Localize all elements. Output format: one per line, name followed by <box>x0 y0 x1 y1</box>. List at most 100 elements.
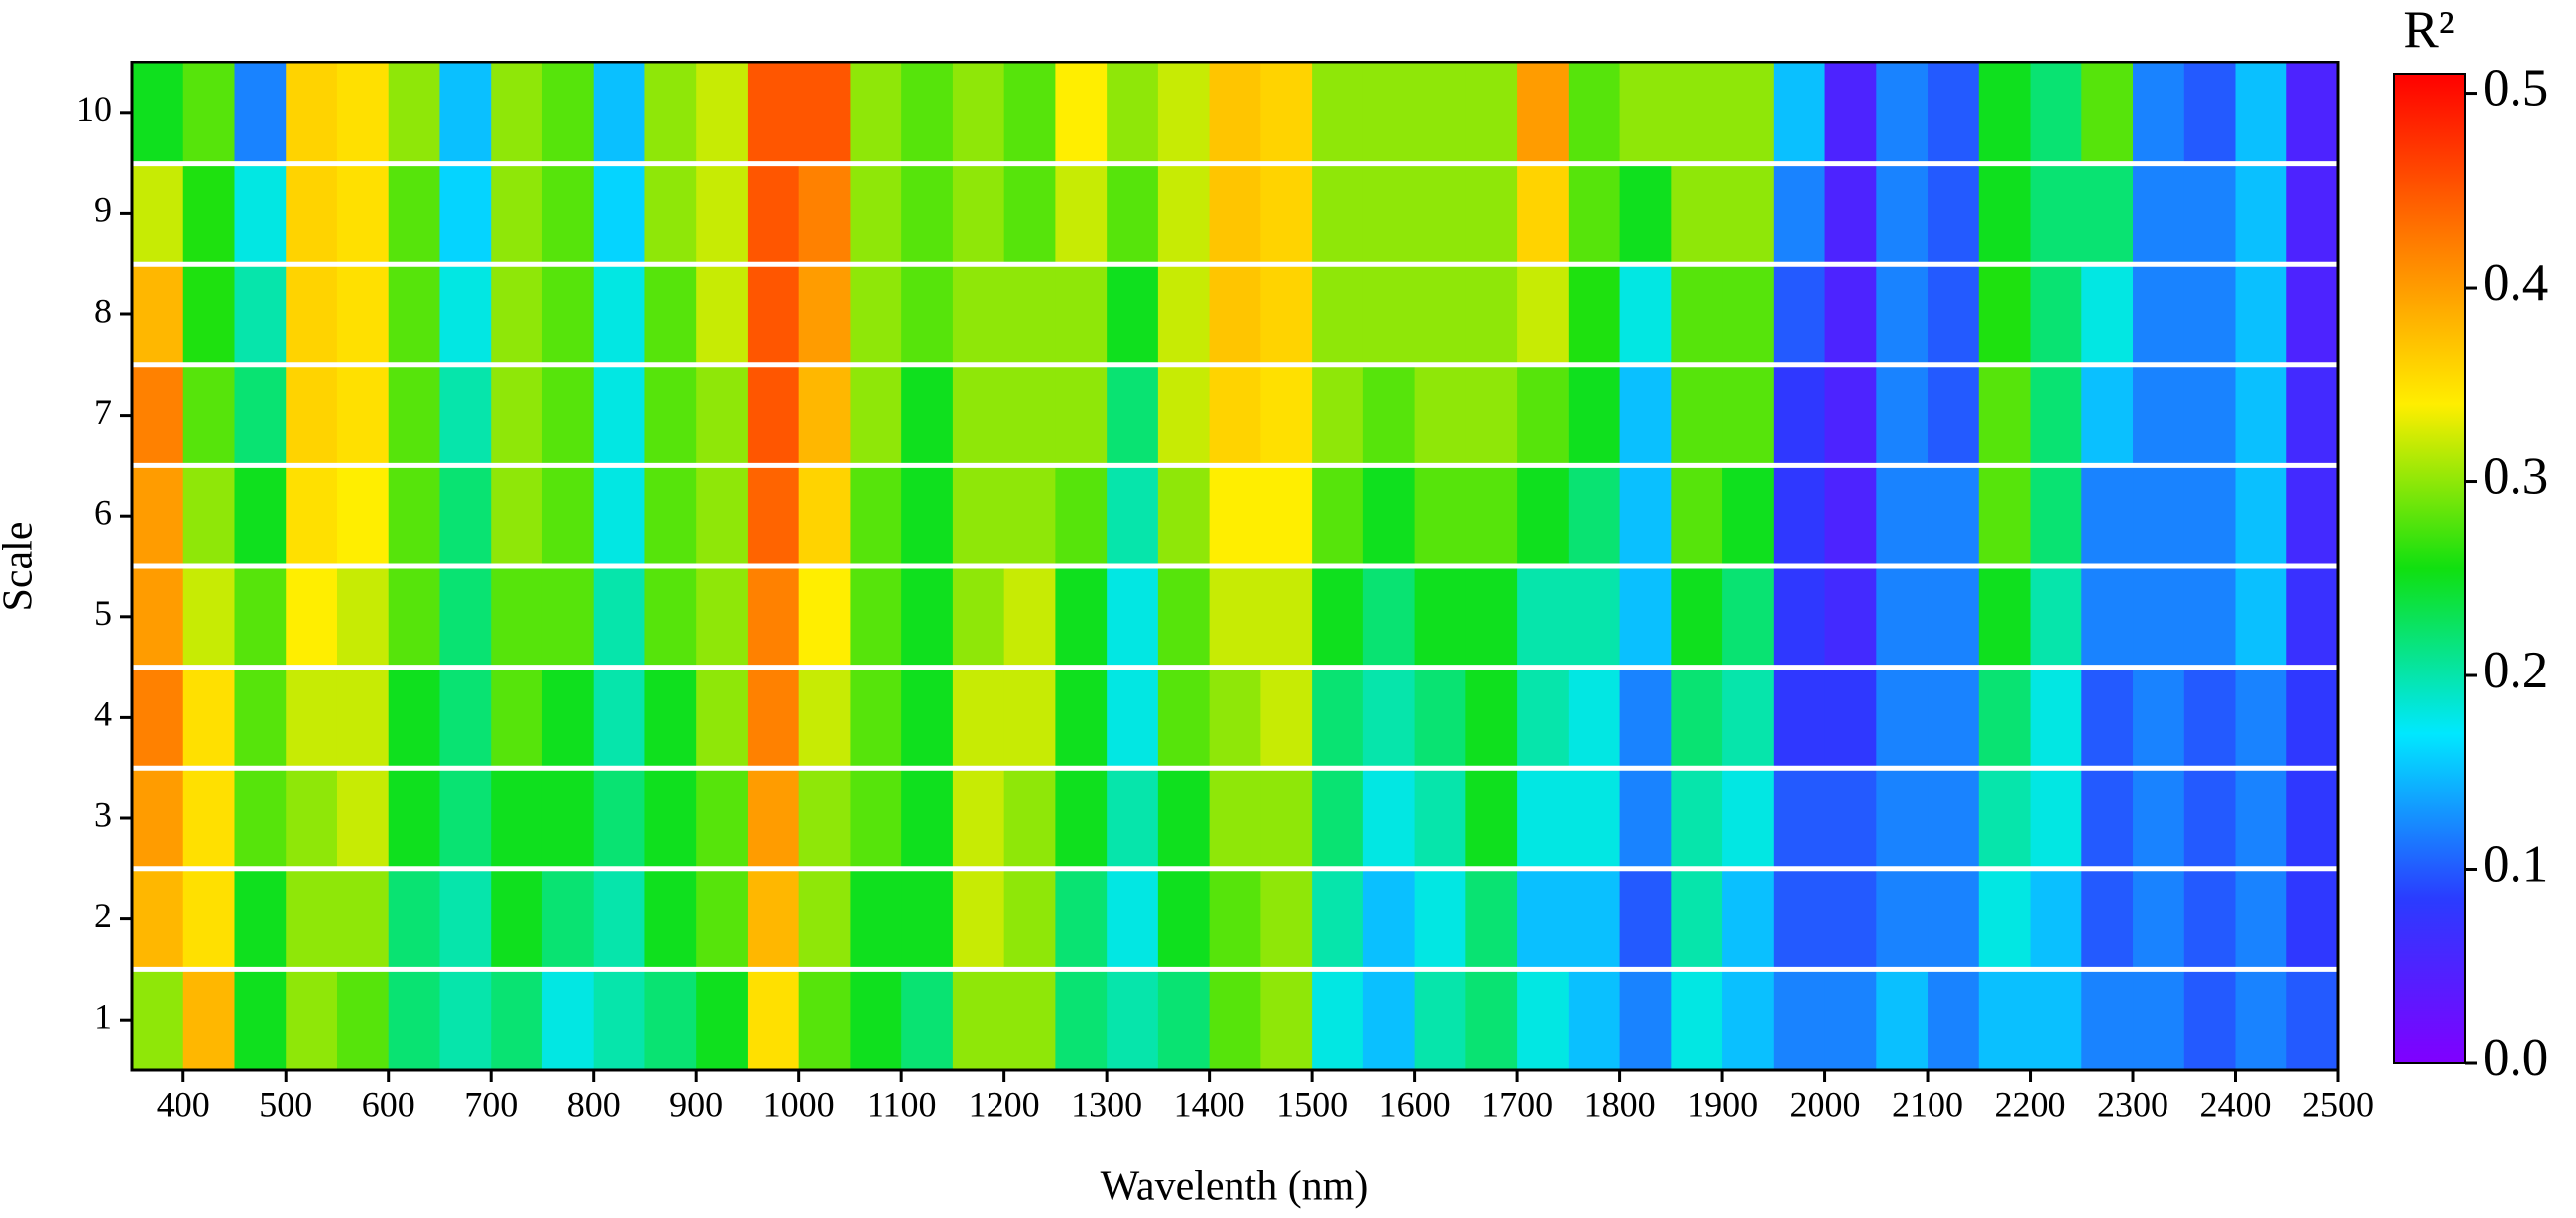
heatmap-cell <box>1414 566 1466 668</box>
x-tick-label: 900 <box>669 1084 723 1124</box>
heatmap-cell <box>1722 163 1775 265</box>
heatmap-cell <box>696 465 749 566</box>
x-tick-label: 1500 <box>1276 1084 1347 1124</box>
x-tick-label: 1800 <box>1584 1084 1656 1124</box>
heatmap-cell <box>132 62 184 164</box>
heatmap-cell <box>593 62 646 164</box>
heatmap-cell <box>2235 364 2287 466</box>
heatmap-cell <box>1312 667 1364 769</box>
x-tick-label: 1000 <box>763 1084 835 1124</box>
heatmap-cell <box>1414 969 1466 1070</box>
heatmap-cell <box>2081 868 2134 970</box>
heatmap-cell <box>2235 768 2287 869</box>
heatmap-cell <box>593 364 646 466</box>
heatmap-cell <box>388 566 441 668</box>
heatmap-cell <box>1773 264 1826 365</box>
heatmap-cell <box>1773 768 1826 869</box>
heatmap-cell <box>952 868 1005 970</box>
heatmap-cell <box>1209 264 1261 365</box>
heatmap-cell <box>2286 969 2339 1070</box>
heatmap-cell <box>1773 62 1826 164</box>
heatmap-cell <box>1722 868 1775 970</box>
heatmap-cell <box>1928 667 1980 769</box>
heatmap-cell <box>2081 264 2134 365</box>
heatmap-cell <box>2133 566 2185 668</box>
x-tick-label: 500 <box>259 1084 312 1124</box>
heatmap-cell <box>952 667 1005 769</box>
heatmap-cell <box>1517 667 1570 769</box>
heatmap-cell <box>1978 768 2032 869</box>
heatmap-cell <box>1362 163 1416 265</box>
heatmap-cell <box>1465 868 1518 970</box>
heatmap-cell <box>336 667 390 769</box>
heatmap-cell <box>182 364 236 466</box>
heatmap-cell <box>1003 264 1056 365</box>
heatmap-cell <box>491 566 543 668</box>
heatmap-cell <box>952 364 1005 466</box>
heatmap-cell <box>2286 163 2339 265</box>
heatmap-cell <box>439 969 492 1070</box>
heatmap-cell <box>747 969 800 1070</box>
heatmap-cell <box>901 264 954 365</box>
heatmap-cell <box>1260 768 1313 869</box>
heatmap-cell <box>2081 364 2134 466</box>
heatmap-cell <box>2133 163 2185 265</box>
heatmap-cell <box>1876 62 1929 164</box>
heatmap-cell <box>1876 566 1929 668</box>
heatmap-cell <box>901 768 954 869</box>
x-axis-label: Wavelenth (nm) <box>1101 1164 1369 1210</box>
heatmap-cell <box>1414 667 1466 769</box>
heatmap-cell <box>850 969 902 1070</box>
heatmap-cell <box>1157 62 1211 164</box>
heatmap-cell <box>2081 62 2134 164</box>
heatmap-cell <box>2030 364 2082 466</box>
x-tick-label: 1300 <box>1071 1084 1142 1124</box>
x-tick-label: 600 <box>362 1084 415 1124</box>
heatmap-cell <box>439 768 492 869</box>
heatmap-cell <box>491 667 543 769</box>
heatmap-cell <box>286 566 338 668</box>
heatmap-cell <box>439 364 492 466</box>
heatmap-cell <box>1619 566 1672 668</box>
heatmap-cell <box>1876 163 1929 265</box>
colorbar <box>2393 73 2466 1064</box>
heatmap-cell <box>850 768 902 869</box>
heatmap-cell <box>1978 566 2032 668</box>
heatmap-cell <box>2235 969 2287 1070</box>
heatmap-cell <box>1722 969 1775 1070</box>
heatmap-cell <box>1568 465 1621 566</box>
heatmap-cell <box>1003 364 1056 466</box>
heatmap-cell <box>1876 969 1929 1070</box>
heatmap-cell <box>1107 969 1159 1070</box>
heatmap-cell <box>1362 868 1416 970</box>
heatmap-cell <box>850 667 902 769</box>
heatmap-cell <box>1362 566 1416 668</box>
heatmap-cell <box>2133 264 2185 365</box>
heatmap-cell <box>1517 566 1570 668</box>
heatmap-cell <box>1209 868 1261 970</box>
heatmap-cell <box>2235 62 2287 164</box>
heatmap-cell <box>491 768 543 869</box>
heatmap-cell <box>336 566 390 668</box>
heatmap-cell <box>1568 163 1621 265</box>
heatmap-cell <box>132 667 184 769</box>
heatmap-cell <box>1465 163 1518 265</box>
colorbar-tick-label: 0.0 <box>2483 1030 2548 1087</box>
heatmap-cell <box>1568 566 1621 668</box>
heatmap-cell <box>1362 768 1416 869</box>
heatmap-cell <box>1568 768 1621 869</box>
heatmap-cell <box>1260 364 1313 466</box>
heatmap-cell <box>1876 768 1929 869</box>
heatmap-cell <box>388 364 441 466</box>
heatmap-cell <box>798 264 852 365</box>
heatmap-cell <box>2286 566 2339 668</box>
heatmap-cell <box>644 768 697 869</box>
heatmap-cell <box>132 264 184 365</box>
heatmap-cell <box>798 868 852 970</box>
heatmap-cell <box>1003 969 1056 1070</box>
heatmap-cell <box>2030 163 2082 265</box>
heatmap-cell <box>1517 768 1570 869</box>
heatmap-cell <box>1619 364 1672 466</box>
heatmap-cell <box>541 163 595 265</box>
heatmap-cell <box>644 566 697 668</box>
